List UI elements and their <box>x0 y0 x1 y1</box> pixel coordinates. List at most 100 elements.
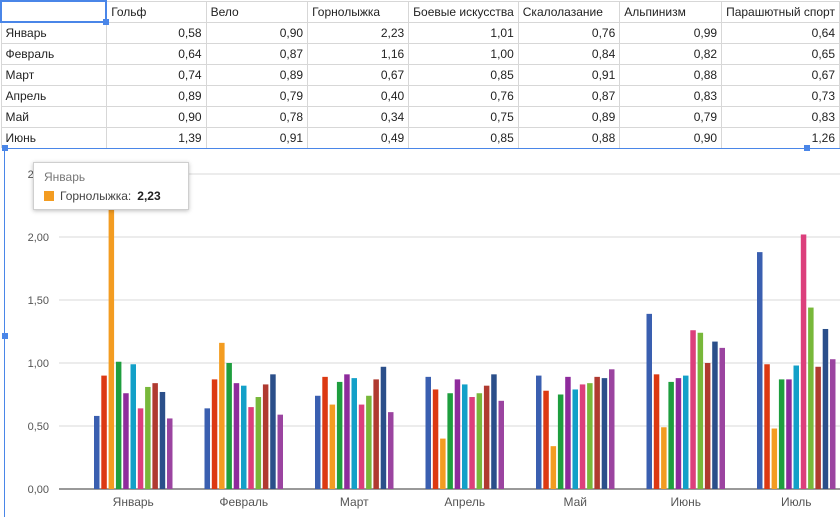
row-label-cell[interactable]: Апрель <box>0 84 107 107</box>
value-cell[interactable]: 0,89 <box>205 63 309 86</box>
bar[interactable] <box>683 375 689 489</box>
column-header-cell[interactable]: Парашютный спорт <box>721 0 840 23</box>
bar[interactable] <box>454 379 461 489</box>
value-cell[interactable]: 0,79 <box>619 105 723 128</box>
chart-resize-handle-top-left[interactable] <box>2 145 8 151</box>
bar[interactable] <box>498 400 505 489</box>
value-cell[interactable]: 0,78 <box>205 105 309 128</box>
column-header-cell[interactable]: Скалолазание <box>517 0 621 23</box>
value-cell[interactable]: 1,16 <box>307 42 410 65</box>
bar[interactable] <box>557 394 564 490</box>
bar[interactable] <box>815 366 821 489</box>
column-header-cell[interactable]: Горнолыжка <box>307 0 410 23</box>
selected-cell[interactable] <box>0 0 108 23</box>
bar[interactable] <box>233 383 240 489</box>
bar[interactable] <box>315 395 321 489</box>
bar[interactable] <box>130 364 137 489</box>
bar[interactable] <box>719 347 726 489</box>
bar[interactable] <box>800 234 807 489</box>
bar[interactable] <box>115 361 122 489</box>
bar[interactable] <box>653 374 660 489</box>
bar[interactable] <box>822 328 829 489</box>
bar[interactable] <box>123 393 129 489</box>
row-label-cell[interactable]: Май <box>0 105 107 128</box>
bar[interactable] <box>322 376 328 489</box>
value-cell[interactable]: 0,79 <box>205 84 309 107</box>
bar[interactable] <box>101 375 107 489</box>
bar[interactable] <box>329 404 336 489</box>
value-cell[interactable]: 0,67 <box>307 63 410 86</box>
value-cell[interactable]: 0,85 <box>408 63 519 86</box>
bar[interactable] <box>366 395 372 489</box>
bar[interactable] <box>536 375 542 489</box>
bar[interactable] <box>579 384 586 489</box>
bar[interactable] <box>388 412 394 489</box>
bar[interactable] <box>204 408 211 489</box>
bar[interactable] <box>94 415 100 489</box>
bar[interactable] <box>697 332 704 489</box>
bar[interactable] <box>137 408 144 489</box>
row-label-cell[interactable]: Июнь <box>0 126 107 148</box>
value-cell[interactable]: 0,75 <box>408 105 519 128</box>
value-cell[interactable]: 0,99 <box>619 21 723 44</box>
row-label-cell[interactable]: Март <box>0 63 107 86</box>
bar[interactable] <box>704 363 711 489</box>
value-cell[interactable]: 0,87 <box>517 84 621 107</box>
value-cell[interactable]: 0,74 <box>105 63 207 86</box>
bar[interactable] <box>108 208 115 489</box>
bar[interactable] <box>145 386 151 489</box>
value-cell[interactable]: 1,26 <box>721 126 840 148</box>
cell-fill-handle[interactable] <box>103 19 109 25</box>
value-cell[interactable]: 0,90 <box>105 105 207 128</box>
bar[interactable] <box>336 381 343 489</box>
bar[interactable] <box>432 389 439 489</box>
value-cell[interactable]: 0,58 <box>105 21 207 44</box>
column-header-cell[interactable]: Альпинизм <box>619 0 723 23</box>
bar[interactable] <box>219 342 225 489</box>
value-cell[interactable]: 2,23 <box>307 21 410 44</box>
chart-resize-handle-top-right[interactable] <box>804 145 810 151</box>
column-header-cell[interactable]: Вело <box>205 0 309 23</box>
row-label-cell[interactable]: Январь <box>0 21 107 44</box>
bar[interactable] <box>373 379 379 489</box>
bar[interactable] <box>358 404 365 489</box>
bar[interactable] <box>778 379 785 489</box>
embedded-chart[interactable]: 0,000,501,001,502,002,50ЯнварьФевральМар… <box>4 148 840 517</box>
bar[interactable] <box>351 378 358 489</box>
bar[interactable] <box>661 427 667 489</box>
value-cell[interactable]: 1,39 <box>105 126 207 148</box>
column-header-cell[interactable]: Гольф <box>105 0 207 23</box>
value-cell[interactable]: 0,40 <box>307 84 410 107</box>
value-cell[interactable]: 0,83 <box>619 84 723 107</box>
bar[interactable] <box>572 389 579 489</box>
value-cell[interactable]: 1,01 <box>408 21 519 44</box>
bar[interactable] <box>764 364 770 489</box>
bar[interactable] <box>771 428 778 489</box>
value-cell[interactable]: 0,90 <box>205 21 309 44</box>
chart-resize-handle-left[interactable] <box>2 333 8 339</box>
bar[interactable] <box>167 418 173 489</box>
value-cell[interactable]: 0,82 <box>619 42 723 65</box>
bar[interactable] <box>262 384 269 489</box>
bar[interactable] <box>255 397 262 489</box>
bar[interactable] <box>469 397 475 489</box>
bar[interactable] <box>226 363 232 489</box>
value-cell[interactable]: 0,49 <box>307 126 410 148</box>
value-cell[interactable]: 0,88 <box>619 63 723 86</box>
bar[interactable] <box>543 390 549 489</box>
bar[interactable] <box>565 376 571 489</box>
bar[interactable] <box>152 383 158 489</box>
bar[interactable] <box>587 383 593 489</box>
value-cell[interactable]: 0,73 <box>721 84 840 107</box>
bar[interactable] <box>786 379 792 489</box>
value-cell[interactable]: 0,34 <box>307 105 410 128</box>
value-cell[interactable]: 0,91 <box>205 126 309 148</box>
value-cell[interactable]: 0,87 <box>205 42 309 65</box>
bar[interactable] <box>668 381 674 489</box>
bar[interactable] <box>757 252 763 489</box>
bar[interactable] <box>483 385 490 489</box>
bar[interactable] <box>690 330 696 489</box>
value-cell[interactable]: 0,65 <box>721 42 840 65</box>
bar[interactable] <box>241 385 247 489</box>
bar[interactable] <box>609 369 615 489</box>
